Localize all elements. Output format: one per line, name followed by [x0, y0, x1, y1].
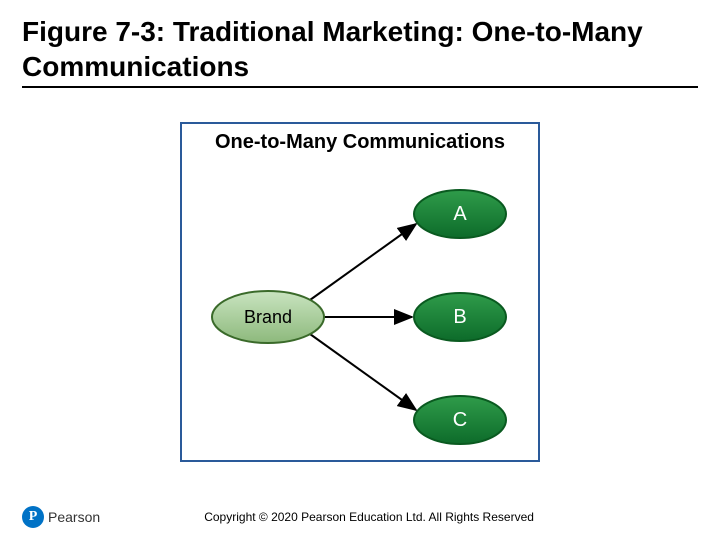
- svg-text:One-to-Many Communications: One-to-Many Communications: [215, 131, 505, 153]
- title-area: Figure 7-3: Traditional Marketing: One-t…: [0, 0, 720, 94]
- svg-text:B: B: [453, 306, 466, 328]
- svg-text:C: C: [453, 409, 467, 431]
- svg-text:Brand: Brand: [244, 307, 292, 327]
- figure-title: Figure 7-3: Traditional Marketing: One-t…: [22, 14, 698, 84]
- copyright-text: Copyright © 2020 Pearson Education Ltd. …: [40, 510, 698, 524]
- footer: P Pearson Copyright © 2020 Pearson Educa…: [0, 506, 720, 528]
- pearson-logo-letter: P: [29, 509, 38, 525]
- svg-text:A: A: [453, 203, 467, 225]
- diagram-box: One-to-Many Communications Brand A B C: [180, 122, 540, 467]
- one-to-many-diagram: One-to-Many Communications Brand A B C: [180, 122, 540, 462]
- figure-container: One-to-Many Communications Brand A B C: [0, 122, 720, 467]
- title-underline: [22, 86, 698, 88]
